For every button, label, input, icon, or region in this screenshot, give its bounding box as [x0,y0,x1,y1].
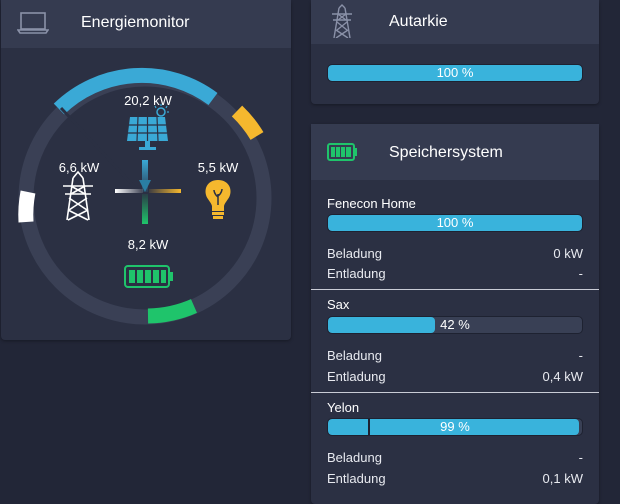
storage-arc [147,299,198,324]
energiemonitor-header[interactable]: Energiemonitor [1,0,291,48]
production-value: 20,2 kW [124,93,172,108]
beladung-label: Beladung [327,246,382,261]
autarkie-title: Autarkie [389,13,448,30]
grid-value: 6,6 kW [58,160,100,175]
storage-progress-bar: 100 % [327,214,583,232]
storage-progress-fill [328,317,435,333]
autarkie-progress-fill [328,65,582,81]
consumption-value: 5,5 kW [197,160,239,175]
autarkie-header[interactable]: Autarkie [311,0,599,44]
beladung-label: Beladung [327,450,382,465]
storage-beladung-row: Beladung - [327,450,583,465]
autarkie-progress-bar: 100 % [327,64,583,82]
entladung-label: Entladung [327,369,386,384]
storage-progress-bar: 99 % [327,418,583,436]
storage-entladung-row: Entladung - [327,266,583,281]
storage-system-name: Sax [327,297,350,312]
solar-panel-icon [127,104,169,150]
laptop-icon [17,12,49,34]
battery-icon [124,265,173,288]
transmission-tower-icon [332,4,352,38]
entladung-value: - [578,266,583,281]
speichersystem-card: Speichersystem Fenecon Home 100 % Beladu… [311,124,599,504]
production-arc [53,67,218,115]
storage-beladung-row: Beladung 0 kW [327,246,583,261]
energy-flow-chart[interactable] [1,0,291,340]
entladung-value: 0,4 kW [542,369,583,384]
beladung-value: - [578,450,583,465]
storage-beladung-row: Beladung - [327,348,583,363]
autarkie-progress-label: 100 % [436,65,474,80]
entladung-label: Entladung [327,266,386,281]
battery-icon [327,143,357,161]
storage-value: 8,2 kW [127,237,169,252]
beladung-value: 0 kW [553,246,583,261]
light-bulb-icon [205,180,231,219]
beladung-label: Beladung [327,348,382,363]
storage-progress-label: 42 % [440,317,470,332]
speichersystem-title: Speichersystem [389,144,503,161]
divider [311,392,599,393]
autarkie-card: Autarkie 100 % [311,0,599,104]
entladung-value: 0,1 kW [542,471,583,486]
energiemonitor-card: Energiemonitor [1,0,291,340]
speichersystem-header[interactable]: Speichersystem [311,124,599,180]
storage-progress-fill [328,215,582,231]
storage-system-name: Yelon [327,400,360,415]
consumption-arc [231,105,264,141]
storage-progress-label: 100 % [436,215,474,230]
storage-progress-bar: 42 % [327,316,583,334]
storage-system-name: Fenecon Home [327,196,416,211]
energiemonitor-title: Energiemonitor [81,14,190,31]
transmission-tower-icon [63,170,93,221]
storage-entladung-row: Entladung 0,4 kW [327,369,583,384]
beladung-value: - [578,348,583,363]
storage-entladung-row: Entladung 0,1 kW [327,471,583,486]
grid-arc [18,190,36,223]
storage-progress-fill [328,419,580,435]
divider [311,289,599,290]
entladung-label: Entladung [327,471,386,486]
storage-progress-label: 99 % [440,419,470,434]
threshold-marker [368,419,370,435]
